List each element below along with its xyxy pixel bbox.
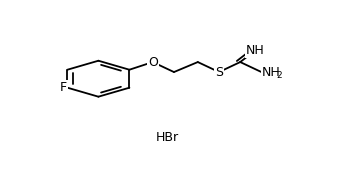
Text: F: F — [60, 81, 67, 94]
Text: NH: NH — [246, 44, 264, 57]
Text: O: O — [148, 56, 158, 69]
Text: HBr: HBr — [156, 131, 179, 144]
Text: 2: 2 — [277, 71, 282, 80]
Text: NH: NH — [261, 66, 280, 79]
Text: S: S — [215, 66, 223, 79]
